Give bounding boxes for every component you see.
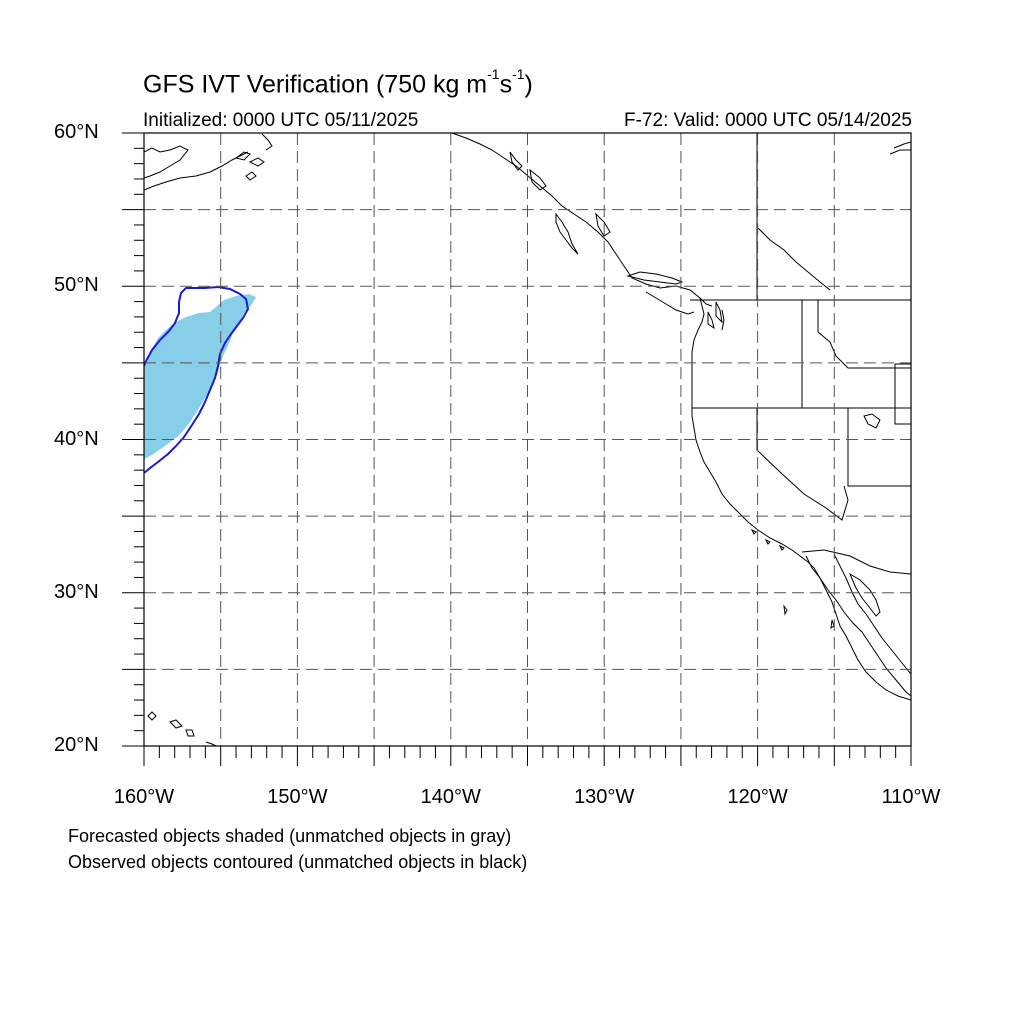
legend-note-forecast: Forecasted objects shaded (unmatched obj… [68,826,512,846]
lon-label: 140°W [420,786,481,808]
legend-note-observed: Observed objects contoured (unmatched ob… [68,852,528,872]
lat-label: 30°N [54,580,99,603]
lon-label: 130°W [574,786,635,808]
gridlines [144,133,911,746]
axis-ticks [122,132,912,766]
init-time-label: Initialized: 0000 UTC 05/11/2025 [143,110,419,131]
map-frame [143,132,912,747]
lon-label: 110°W [881,786,941,808]
lat-label: 40°N [54,427,99,450]
forecast-object [144,294,256,459]
lon-label: 160°W [113,786,175,808]
coastlines [144,133,911,746]
lon-label: 120°W [727,786,788,808]
map-title: GFS IVT Verification (750 kg m-1s-1) [143,66,533,99]
valid-time-label: F-72: Valid: 0000 UTC 05/14/2025 [624,110,912,131]
lat-label: 50°N [54,274,99,297]
lat-label: 60°N [54,121,99,143]
observed-object-contour [144,285,250,474]
lon-label: 150°W [267,786,328,808]
lat-label: 20°N [54,734,99,756]
